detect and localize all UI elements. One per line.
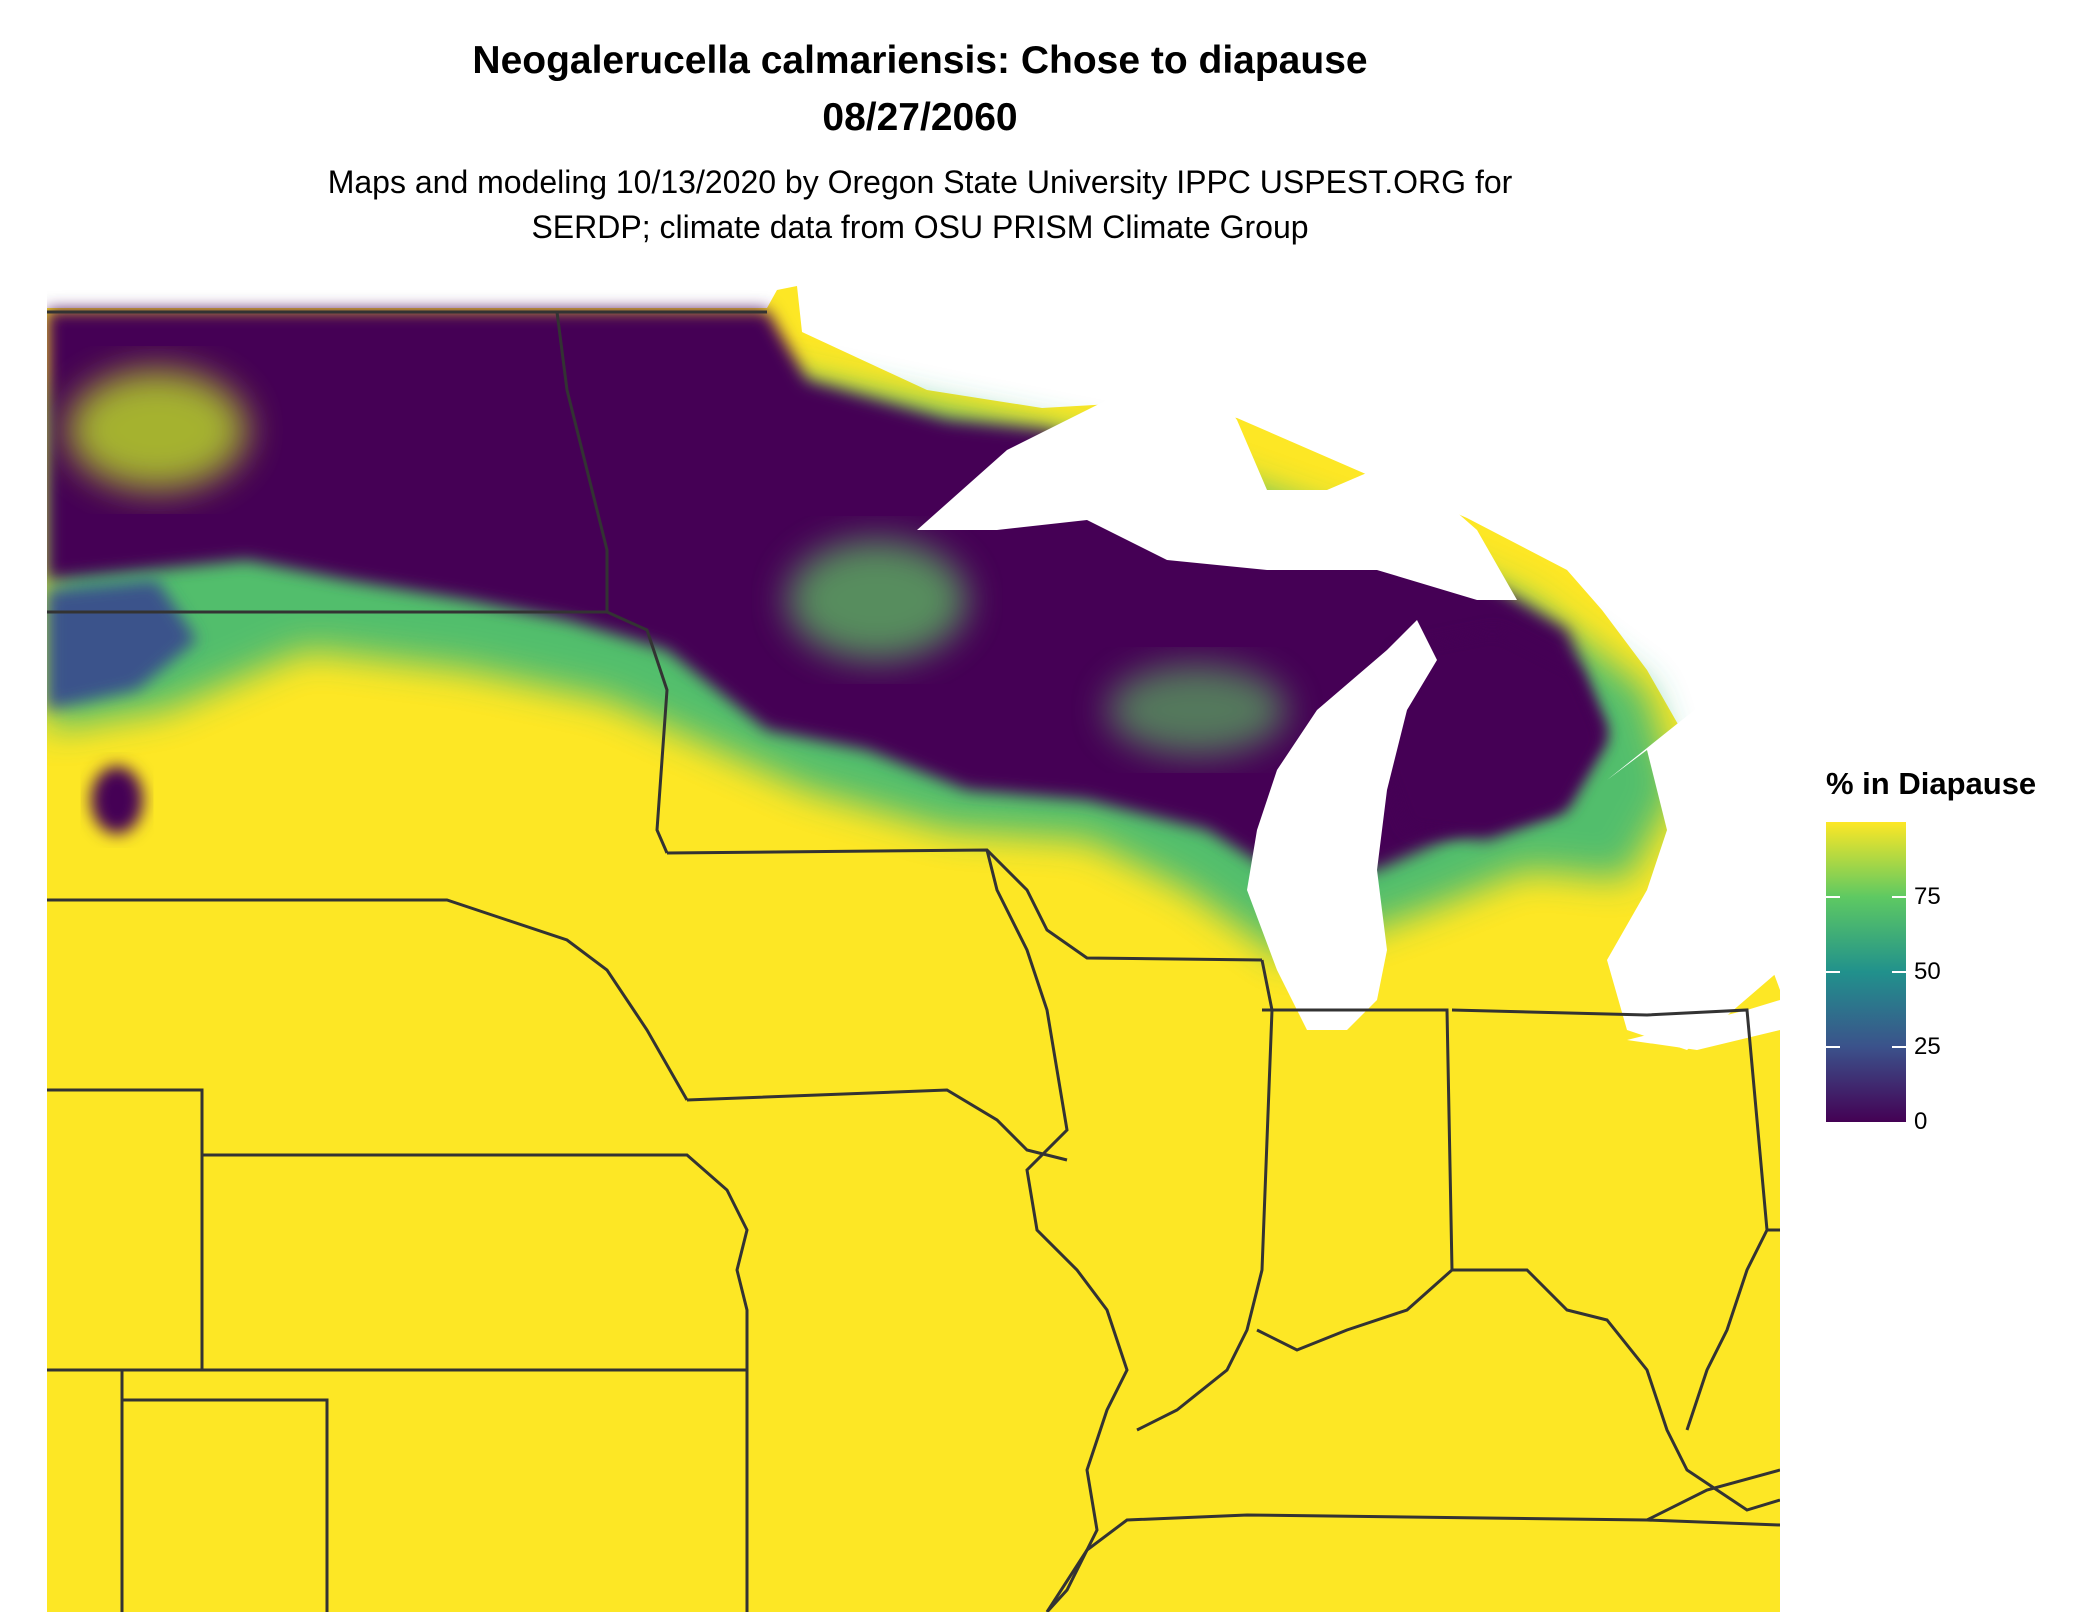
map-subtitle-line1: Maps and modeling 10/13/2020 by Oregon S…	[327, 164, 1513, 200]
legend-tick-25: 25	[1914, 1033, 1941, 1060]
diapause-map	[47, 286, 1780, 1612]
map-subtitle-line2: SERDP; climate data from OSU PRISM Clima…	[531, 209, 1309, 245]
legend-title: % in Diapause	[1826, 766, 2037, 801]
map-title: Neogalerucella calmariensis: Chose to di…	[472, 39, 1368, 82]
map-date: 08/27/2060	[822, 96, 1018, 139]
low-diapause-upper-michigan	[1377, 630, 1607, 840]
legend-tick-75: 75	[1914, 883, 1941, 910]
state-borders	[47, 310, 1780, 1612]
legend-colorbar	[1826, 822, 1906, 1122]
lake-huron	[1607, 700, 1780, 1050]
legend-tick-50: 50	[1914, 958, 1941, 985]
lake-superior	[917, 380, 1517, 600]
lake-michigan	[1247, 620, 1437, 1030]
lake-erie	[1627, 1000, 1780, 1050]
legend-tick-0: 0	[1914, 1108, 1928, 1135]
